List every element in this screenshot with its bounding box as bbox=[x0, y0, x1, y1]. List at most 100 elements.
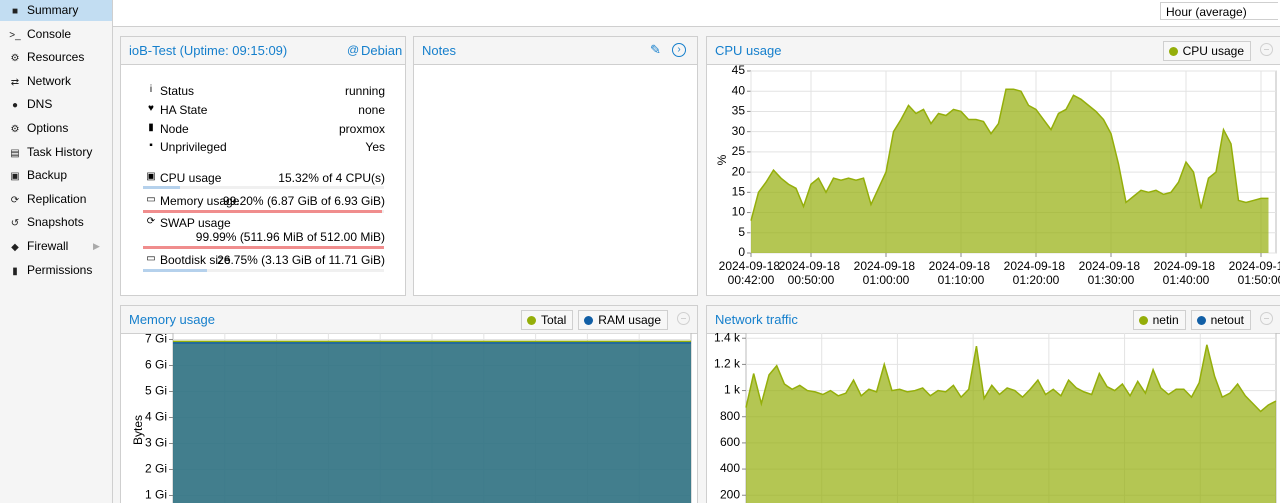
series-area bbox=[173, 342, 691, 503]
y-tick-label: 1.2 k bbox=[714, 357, 741, 371]
nav-label: Snapshots bbox=[27, 215, 84, 230]
usage-bar bbox=[143, 246, 384, 249]
nav-item[interactable]: ▤ Task History bbox=[0, 142, 112, 163]
zoom-reset[interactable] bbox=[677, 312, 690, 325]
legend-swatch bbox=[584, 315, 594, 325]
icon: ▪ bbox=[149, 140, 153, 151]
usage-label: CPU usage bbox=[160, 171, 222, 185]
legend-label: RAM usage bbox=[598, 313, 661, 327]
icon: ▭ bbox=[146, 253, 156, 264]
nav-label: Resources bbox=[27, 50, 85, 65]
nav-item[interactable]: ● DNS bbox=[0, 94, 112, 115]
edit-button[interactable]: ✎ bbox=[650, 42, 661, 57]
nav-item[interactable]: ⟳ Replication bbox=[0, 189, 112, 210]
chart: 1 Gi 2 Gi 3 Gi 4 Gi 5 Gi 6 Gi 7 Gi Bytes bbox=[131, 333, 692, 503]
panel-header: CPU usage CPU usage bbox=[707, 37, 1280, 65]
os-label: Debian bbox=[361, 43, 403, 58]
legend-item[interactable]: CPU usage bbox=[1162, 41, 1251, 61]
nav-item[interactable]: >_ Console bbox=[0, 24, 112, 45]
usage-track bbox=[143, 269, 384, 272]
x-tick-label: 2024-09-18 01:10:00 bbox=[929, 259, 994, 287]
legend-item[interactable]: netin bbox=[1132, 310, 1186, 330]
legend-swatch bbox=[1138, 315, 1148, 325]
nav-item[interactable]: ↺ Snapshots bbox=[0, 212, 112, 233]
legend: Total RAM usage bbox=[520, 310, 668, 330]
sidebar: ■ Summary >_ Console ⚙ Resources ⇄ Network ●… bbox=[0, 0, 113, 503]
y-axis-label: Bytes bbox=[131, 415, 145, 445]
row-value: none bbox=[358, 103, 385, 117]
icon: ▣ bbox=[10, 171, 20, 183]
nav-label: Task History bbox=[27, 144, 93, 159]
y-tick-label: 20 bbox=[732, 164, 746, 178]
nav-item[interactable]: ⚙ Resources bbox=[0, 47, 112, 68]
zoom-reset[interactable] bbox=[1260, 312, 1273, 325]
series-area bbox=[751, 89, 1269, 253]
icon: ⇄ bbox=[10, 76, 20, 88]
panel-header: ioB-Test (Uptime: 09:15:09) @ Debian bbox=[121, 37, 405, 65]
row-value: Yes bbox=[365, 140, 385, 154]
usage-value: 15.32% of 4 CPU(s) bbox=[278, 171, 385, 185]
expand-button[interactable]: › bbox=[672, 43, 686, 57]
usage-value: 99.99% (511.96 MiB of 512.00 MiB) bbox=[195, 230, 385, 244]
usage-bar bbox=[143, 269, 208, 272]
y-tick-label: 3 Gi bbox=[145, 436, 167, 450]
row-value: running bbox=[344, 84, 385, 98]
icon: ● bbox=[11, 100, 19, 112]
icon: ⟳ bbox=[146, 216, 156, 227]
icon: ▣ bbox=[146, 171, 156, 182]
panel-title: ioB-Test (Uptime: 09:15:09) bbox=[129, 43, 288, 58]
nav-item[interactable]: ⚙ Options bbox=[0, 118, 112, 139]
y-tick-label: 200 bbox=[720, 487, 740, 501]
legend-item[interactable]: netout bbox=[1190, 310, 1251, 330]
icon: ◆ bbox=[11, 242, 19, 253]
nav-label: DNS bbox=[27, 97, 53, 112]
nav-item[interactable]: ■ Summary bbox=[0, 0, 112, 21]
usage-track bbox=[143, 246, 384, 249]
icon: ▭ bbox=[146, 194, 156, 205]
y-tick-label: 5 bbox=[738, 225, 745, 239]
y-tick-label: 15 bbox=[732, 185, 746, 199]
y-tick-label: 800 bbox=[720, 409, 740, 423]
nav-label: Network bbox=[27, 73, 72, 88]
nav-item[interactable]: ⇄ Network bbox=[0, 71, 112, 92]
y-tick-label: 600 bbox=[720, 435, 740, 449]
nav-item[interactable]: ▮ Permissions bbox=[0, 260, 112, 281]
icon: ▤ bbox=[10, 147, 20, 159]
cpu-panel: CPU usage CPU usage 0 5 10 15 20 25 30 35 40 45 20… bbox=[706, 36, 1280, 296]
nav-item[interactable]: ◆ Firewall ▶ bbox=[0, 236, 112, 257]
y-tick-label: 4 Gi bbox=[145, 410, 167, 424]
x-tick-label: 2024-09-18 01:40:00 bbox=[1154, 259, 1219, 287]
y-tick-label: 1 Gi bbox=[145, 488, 167, 502]
y-tick-label: 40 bbox=[732, 83, 746, 97]
os-icon: @ bbox=[347, 43, 360, 57]
zoom-reset[interactable] bbox=[1260, 43, 1273, 56]
y-tick-label: 10 bbox=[732, 205, 746, 219]
y-tick-label: 400 bbox=[720, 461, 740, 475]
usage-track bbox=[143, 210, 384, 213]
legend-swatch bbox=[1168, 46, 1178, 56]
usage-label: SWAP usage bbox=[160, 216, 231, 230]
icon: ▮ bbox=[12, 265, 18, 277]
legend: CPU usage bbox=[1162, 41, 1251, 61]
icon: i bbox=[149, 84, 153, 95]
nav-item[interactable]: ▣ Backup bbox=[0, 165, 112, 186]
usage-label: Bootdisk size bbox=[160, 253, 231, 267]
icon: ⚙ bbox=[10, 53, 20, 65]
legend-item[interactable]: RAM usage bbox=[578, 310, 668, 330]
usage-track bbox=[143, 186, 384, 189]
icon: ⟳ bbox=[10, 194, 20, 206]
y-tick-label: 6 Gi bbox=[145, 358, 167, 372]
icon: >_ bbox=[9, 29, 21, 41]
expand-arrow: ▶ bbox=[93, 241, 100, 251]
x-tick-label: 2024-09-18 00:50:00 bbox=[779, 259, 844, 287]
nav-label: Replication bbox=[27, 191, 87, 206]
row-label: Node bbox=[160, 122, 189, 136]
usage-value: 99.20% (6.87 GiB of 6.93 GiB) bbox=[222, 194, 385, 208]
usage-bar bbox=[143, 210, 383, 213]
timeframe-select[interactable]: Hour (average) bbox=[1160, 2, 1278, 20]
row-label: Status bbox=[160, 84, 195, 98]
legend-item[interactable]: Total bbox=[520, 310, 574, 330]
legend: netin netout bbox=[1132, 310, 1251, 330]
x-tick-label: 2024-09-18 01:30:00 bbox=[1079, 259, 1144, 287]
